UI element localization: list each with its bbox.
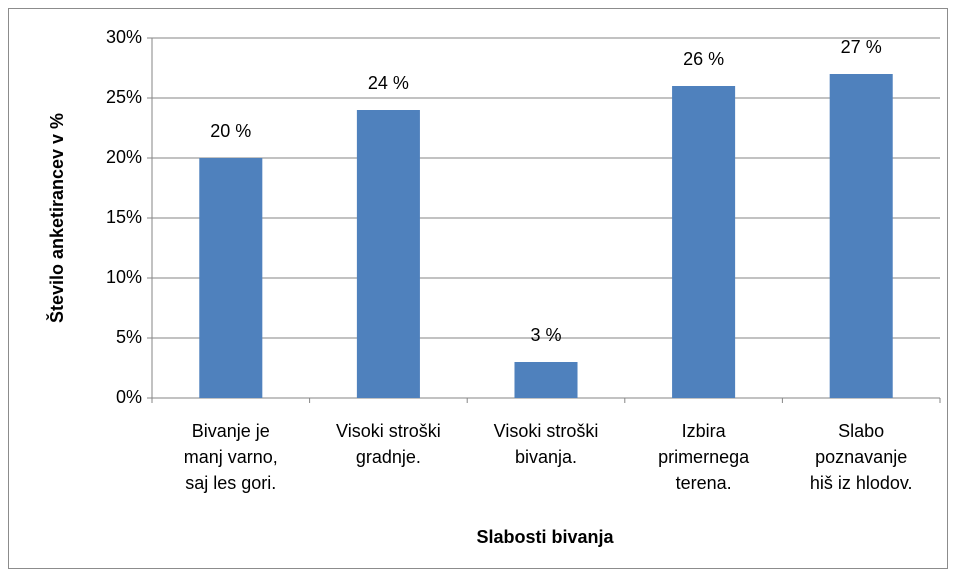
y-tick-label: 30% [106, 27, 142, 47]
chart-border [8, 8, 948, 569]
y-tick-label: 25% [106, 87, 142, 107]
x-tick-label: Visoki stroški gradnje. [336, 421, 441, 467]
data-label: 3 % [530, 325, 561, 345]
bar [356, 110, 420, 398]
bar [514, 362, 578, 398]
y-axis-title: Število anketirancev v % [46, 113, 67, 323]
data-label: 26 % [683, 49, 724, 69]
x-tick-label: Visoki stroški bivanja. [493, 421, 599, 467]
data-label: 24 % [368, 73, 409, 93]
data-label: 20 % [210, 121, 251, 141]
data-label: 27 % [841, 37, 882, 57]
bar [829, 74, 893, 398]
y-tick-label: 0% [116, 387, 142, 407]
y-tick-label: 5% [116, 327, 142, 347]
x-axis-title: Slabosti bivanja [476, 527, 614, 547]
x-tick-label: Izbira primernega terena. [658, 421, 750, 493]
bar [199, 158, 263, 398]
x-tick-label: Bivanje je manj varno, saj les gori. [183, 421, 278, 493]
y-tick-label: 15% [106, 207, 142, 227]
y-tick-label: 10% [106, 267, 142, 287]
y-tick-label: 20% [106, 147, 142, 167]
bar [672, 86, 736, 398]
x-tick-label: Slabo poznavanje hiš iz hlodov. [809, 421, 913, 493]
